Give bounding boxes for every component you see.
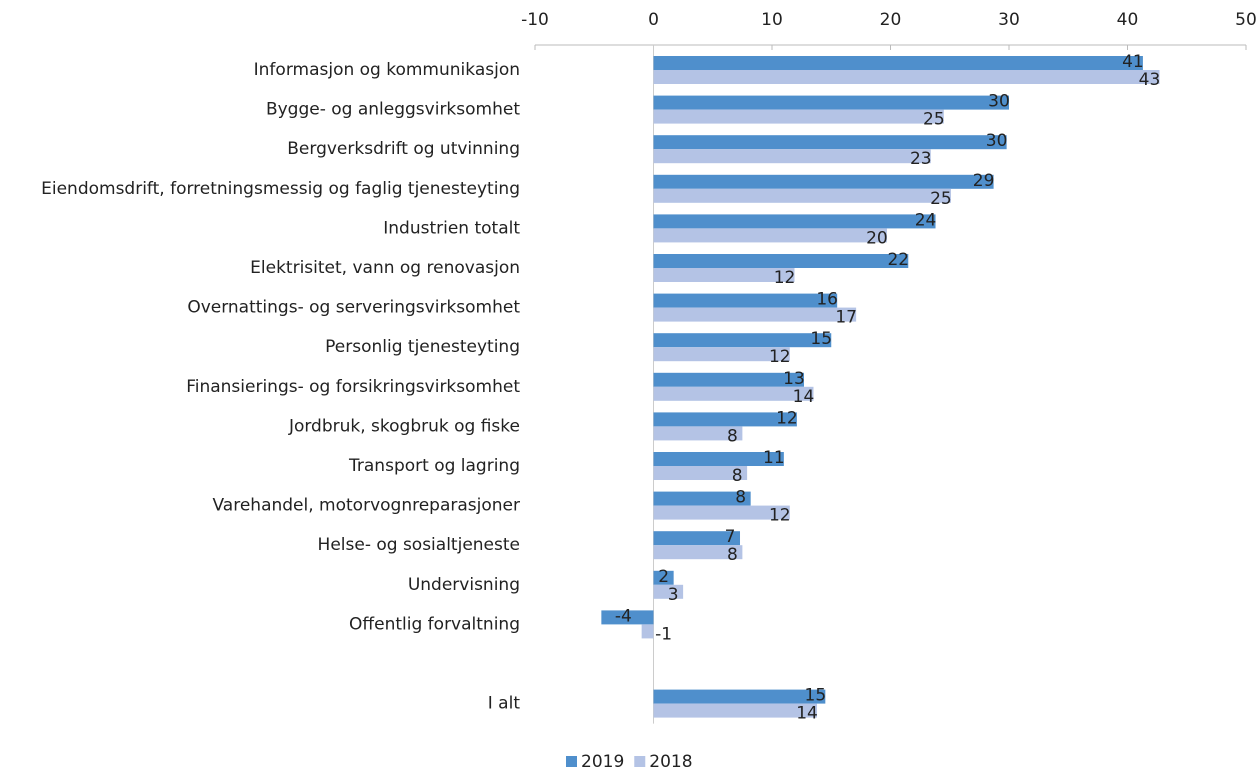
data-label: 23: [910, 149, 932, 169]
bar: [653, 333, 832, 348]
data-label: 8: [727, 545, 738, 565]
data-label: 14: [793, 387, 815, 407]
category-label: Finansierings- og forsikringsvirksomhet: [186, 377, 520, 397]
data-label: 16: [816, 290, 838, 310]
category-label: Eiendomsdrift, forretningsmessig og fagl…: [41, 179, 520, 199]
data-label: 22: [887, 250, 909, 270]
data-label: 7: [725, 527, 736, 547]
category-label: I alt: [488, 694, 521, 714]
bar: [653, 174, 994, 189]
bar: [653, 228, 887, 243]
data-label: -4: [615, 606, 632, 626]
bar: [653, 452, 784, 466]
data-label: 15: [805, 686, 827, 706]
data-label: 12: [769, 347, 791, 367]
bar: [653, 372, 804, 387]
data-label: 29: [973, 171, 995, 191]
data-label: 12: [769, 506, 791, 526]
data-label: 43: [1139, 70, 1161, 90]
bar: [653, 505, 790, 520]
category-label: Bygge- og anleggsvirksomhet: [266, 100, 520, 120]
data-label: 12: [774, 268, 796, 288]
x-tick-label: 20: [880, 10, 902, 30]
bar: [653, 293, 838, 308]
x-tick-label: -10: [521, 10, 549, 30]
bar: [653, 466, 748, 480]
data-label: 25: [923, 110, 945, 130]
data-label: 17: [835, 308, 857, 328]
category-label: Personlig tjenesteyting: [325, 337, 520, 357]
category-label: Bergverksdrift og utvinning: [287, 139, 520, 159]
x-tick-label: 30: [998, 10, 1020, 30]
bar: [653, 689, 826, 704]
legend-swatch: [634, 756, 646, 767]
data-label: -1: [655, 624, 672, 644]
data-label: 25: [930, 189, 952, 209]
category-label: Jordbruk, skogbruk og fiske: [288, 416, 520, 436]
category-label: Varehandel, motorvognreparasjoner: [213, 496, 521, 516]
data-label: 24: [915, 210, 937, 230]
bar: [653, 135, 1007, 150]
category-label: Offentlig forvaltning: [349, 614, 520, 634]
category-label: Overnattings- og serveringsvirksomhet: [187, 298, 520, 318]
data-label: 8: [735, 488, 746, 508]
data-label: 15: [810, 329, 832, 349]
data-label: 14: [796, 704, 818, 724]
bar: [653, 307, 857, 322]
bar: [653, 531, 741, 546]
bar: [653, 545, 743, 560]
bar: [653, 56, 1143, 70]
data-label: 3: [668, 585, 679, 605]
data-label: 2: [658, 567, 669, 587]
bar: [653, 268, 795, 282]
bar: [641, 624, 654, 639]
bar: [653, 95, 1009, 110]
data-label: 41: [1122, 52, 1144, 72]
category-label: Informasjon og kommunikasjon: [254, 60, 520, 80]
data-label: 13: [783, 369, 805, 389]
category-label: Helse- og sosialtjeneste: [318, 535, 520, 555]
bar: [653, 254, 909, 268]
bar: [653, 347, 790, 362]
legend-swatch: [566, 756, 577, 767]
x-tick-label: 40: [1117, 10, 1139, 30]
bar: [601, 610, 654, 625]
bar: [653, 214, 936, 229]
bar: [653, 188, 951, 203]
x-tick-label: 50: [1235, 10, 1257, 30]
x-tick-label: 0: [648, 10, 659, 30]
category-label: Industrien totalt: [383, 218, 520, 238]
category-label: Elektrisitet, vann og renovasjon: [250, 258, 520, 278]
data-label: 30: [988, 92, 1010, 112]
data-label: 8: [727, 426, 738, 446]
bar: [653, 426, 743, 441]
data-label: 30: [986, 131, 1008, 151]
bar: [653, 149, 931, 164]
category-label: Undervisning: [408, 575, 520, 595]
data-label: 11: [763, 448, 785, 468]
x-tick-label: 10: [761, 10, 783, 30]
data-label: 20: [866, 228, 888, 248]
bar: [653, 412, 797, 427]
legend-label: 2019: [581, 752, 624, 771]
legend-label: 2018: [649, 752, 692, 771]
data-label: 8: [732, 466, 743, 486]
bar: [653, 584, 684, 599]
bar: [653, 70, 1160, 84]
bar: [653, 386, 814, 401]
bar: [653, 491, 751, 506]
bar: [653, 570, 674, 585]
bar: [653, 109, 944, 124]
data-label: 12: [776, 408, 798, 428]
bar: [653, 703, 818, 718]
category-label: Transport og lagring: [348, 456, 520, 476]
